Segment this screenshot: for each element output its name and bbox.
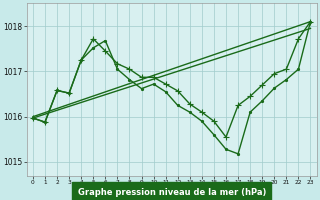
X-axis label: Graphe pression niveau de la mer (hPa): Graphe pression niveau de la mer (hPa) <box>77 188 266 197</box>
